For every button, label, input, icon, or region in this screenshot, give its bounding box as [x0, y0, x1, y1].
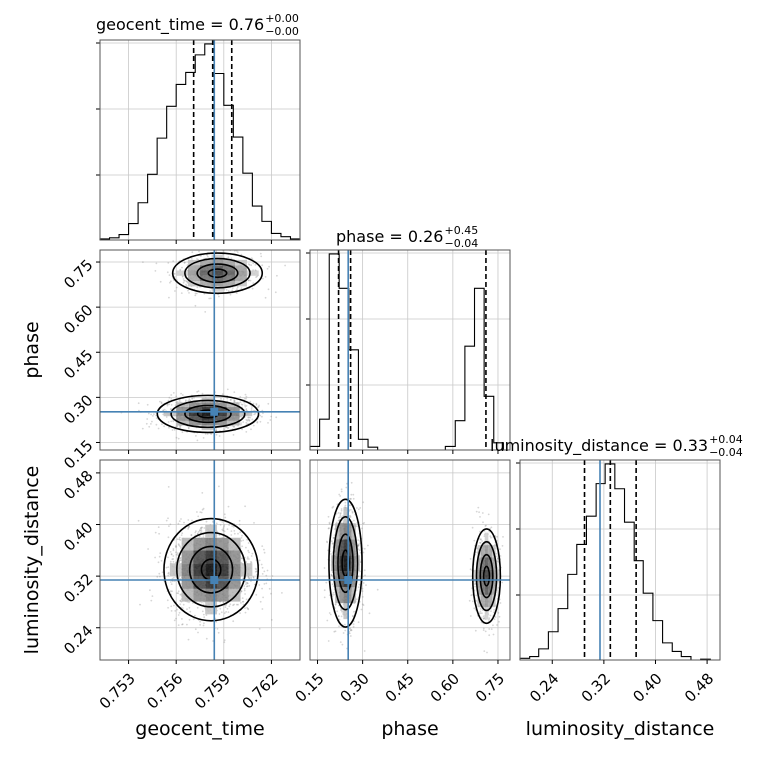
- contour-level-2: [196, 263, 239, 284]
- x-tick-label-phase: 0.45: [382, 670, 418, 706]
- y-tick-label-phase: 0.45: [60, 346, 96, 382]
- histogram-luminosity-distance: [519, 463, 720, 661]
- y-tick-label-phase: 0.60: [60, 301, 96, 337]
- y-tick-label-phase: 0.30: [60, 391, 96, 427]
- contour-level-1: [176, 531, 247, 608]
- contour-layer: [156, 252, 502, 628]
- panel-title-upper-error: +0.04: [709, 433, 743, 446]
- panel-title-upper-error: +0.45: [444, 224, 478, 237]
- x-tick-label-luminosity-distance: 0.32: [578, 670, 614, 706]
- truth-marker: [344, 576, 353, 584]
- contour-level-0: [471, 528, 502, 625]
- label-layer: geocent_time phase luminosity_distance p…: [21, 256, 717, 740]
- contour-level-1: [184, 257, 251, 289]
- panel-frame-geocent-time-phase: [99, 249, 301, 451]
- x-tick-label-geocent-time: 0.762: [239, 670, 282, 713]
- truth-marker: [210, 407, 219, 416]
- density-cells-1: [169, 524, 253, 615]
- contour-level-2: [337, 533, 354, 594]
- contour-level-2: [188, 545, 234, 594]
- contour-level-0: [328, 498, 363, 628]
- x-axis-label-geocent-time: geocent_time: [135, 718, 264, 740]
- panel-title-text: phase = 0.26: [336, 227, 443, 246]
- x-tick-label-geocent-time: 0.753: [96, 670, 139, 713]
- panel-title-lower-error: −0.04: [444, 237, 478, 250]
- x-tick-label-luminosity-distance: 0.24: [526, 670, 562, 706]
- panel-frame-luminosity-distance: [519, 459, 721, 661]
- contours-0: [156, 252, 264, 434]
- panel-title-lower-error: −0.04: [709, 446, 743, 459]
- y-tick-label-luminosity-distance: 0.40: [60, 518, 96, 554]
- x-tick-label-phase: 0.60: [427, 670, 463, 706]
- contour-level-3: [482, 565, 491, 587]
- frame-layer: [96, 39, 721, 664]
- contour-level-3: [196, 409, 220, 419]
- y-tick-label-phase: 0.15: [60, 436, 96, 472]
- histogram-phase: [309, 253, 510, 451]
- x-tick-label-luminosity-distance: 0.40: [629, 670, 665, 706]
- truth-layer: [100, 40, 601, 660]
- contour-level-1: [475, 541, 498, 612]
- y-tick-label-luminosity-distance: 0.48: [60, 467, 96, 503]
- truth-marker: [210, 576, 219, 584]
- x-tick-label-phase: 0.75: [472, 670, 508, 706]
- x-tick-label-geocent-time: 0.756: [143, 670, 186, 713]
- panel-title-text: geocent_time = 0.76: [96, 15, 264, 35]
- x-tick-label-geocent-time: 0.759: [191, 670, 234, 713]
- contours-2: [328, 498, 502, 628]
- y-tick-label-luminosity-distance: 0.24: [60, 622, 96, 658]
- x-axis-label-phase: phase: [381, 718, 438, 740]
- contours-1: [163, 517, 260, 622]
- contour-level-0: [171, 252, 264, 295]
- x-axis-label-luminosity-distance: luminosity_distance: [526, 718, 715, 740]
- histogram-geocent-time: [99, 43, 301, 240]
- panel-frame-geocent-time-luminosity-distance: [99, 459, 301, 661]
- grid-layer: [100, 40, 720, 660]
- x-tick-label-phase: 0.15: [291, 670, 327, 706]
- panel-title-phase: phase = 0.26 +0.45−0.04: [336, 224, 478, 250]
- panel-title-text: luminosity_distance = 0.33: [490, 436, 708, 456]
- panel-title-upper-error: +0.00: [265, 12, 299, 25]
- contour-level-0: [156, 394, 260, 434]
- x-tick-label-phase: 0.30: [337, 670, 373, 706]
- panel-title-luminosity-distance: luminosity_distance = 0.33 +0.04−0.04: [490, 433, 743, 459]
- panel-frame-phase: [309, 249, 511, 451]
- y-tick-label-phase: 0.75: [60, 256, 96, 292]
- contour-level-1: [170, 399, 246, 429]
- contour-level-1: [332, 515, 359, 611]
- y-tick-label-luminosity-distance: 0.32: [60, 570, 96, 606]
- contour-level-3: [207, 268, 228, 279]
- y-axis-label-phase: phase: [21, 321, 43, 378]
- panel-title-lower-error: −0.00: [265, 25, 299, 38]
- panel-frame-geocent-time: [99, 39, 301, 241]
- title-layer: geocent_time = 0.76 +0.00−0.00 phase = 0.2…: [96, 12, 743, 459]
- x-tick-label-luminosity-distance: 0.48: [681, 670, 717, 706]
- panel-title-geocent-time: geocent_time = 0.76 +0.00−0.00: [96, 12, 299, 38]
- quantile-layer: [192, 40, 637, 660]
- y-axis-label-luminosity-distance: luminosity_distance: [21, 466, 43, 655]
- contour-level-0: [163, 517, 260, 622]
- contour-level-2: [479, 553, 494, 599]
- contour-level-2: [184, 404, 232, 424]
- panel-frame-phase-luminosity-distance: [309, 459, 511, 661]
